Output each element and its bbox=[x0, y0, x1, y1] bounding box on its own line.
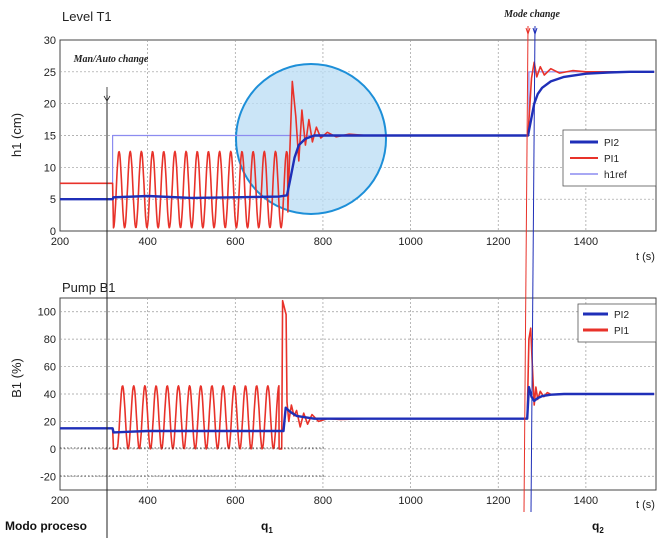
pump-legend-box bbox=[577, 303, 657, 343]
level-series-pi1 bbox=[60, 61, 655, 229]
level-tick-labels: 200 400 600 800 1000 1200 1400 0 5 10 15 20 25 30 bbox=[44, 35, 598, 248]
pump-ytick-label: 60 bbox=[44, 362, 56, 374]
level-title: Level T1 bbox=[62, 9, 112, 24]
pump-ytick-label: 100 bbox=[38, 307, 56, 319]
level-legend: PI2 PI1 h1ref bbox=[562, 129, 657, 187]
pump-grid bbox=[60, 298, 656, 490]
man-auto-arrowhead bbox=[103, 95, 111, 102]
level-ytick-label: 30 bbox=[44, 35, 56, 47]
annotations: Man/Auto change Mode change Modo proceso… bbox=[5, 9, 604, 538]
level-series bbox=[60, 61, 655, 229]
man-auto-label: Man/Auto change bbox=[73, 54, 149, 65]
legend-label-pi2-pump: PI2 bbox=[614, 310, 629, 321]
pump-xtick-label: 1000 bbox=[398, 495, 422, 507]
pump-tick-labels: 200 400 600 800 1000 1200 1400 -20 0 20 40 60 80 100 bbox=[38, 307, 598, 507]
legend-label-pi1: PI1 bbox=[604, 154, 619, 165]
level-xtick-label: 600 bbox=[226, 236, 244, 248]
pump-xlabel: t (s) bbox=[636, 499, 655, 511]
level-ytick-label: 5 bbox=[50, 194, 56, 206]
level-ytick-label: 20 bbox=[44, 99, 56, 111]
level-xtick-label: 1000 bbox=[398, 236, 422, 248]
pump-xtick-label: 1200 bbox=[486, 495, 510, 507]
level-panel: 200 400 600 800 1000 1200 1400 0 5 10 15 20 25 30 Lev… bbox=[9, 9, 657, 263]
pump-title: Pump B1 bbox=[62, 280, 115, 295]
pump-ytick-label: 20 bbox=[44, 416, 56, 428]
level-series-pi2 bbox=[60, 70, 655, 201]
pump-xtick-label: 600 bbox=[226, 495, 244, 507]
mode-change-line-red bbox=[523, 25, 529, 513]
level-xtick-label: 200 bbox=[51, 236, 69, 248]
pump-legend: PI2 PI1 bbox=[577, 303, 657, 343]
legend-label-h1ref: h1ref bbox=[604, 170, 627, 181]
level-xtick-label: 1400 bbox=[574, 236, 598, 248]
pump-ylabel: B1 (%) bbox=[9, 358, 24, 398]
modo-proceso-label: Modo proceso bbox=[5, 519, 87, 533]
pump-ytick-label: 0 bbox=[50, 444, 56, 456]
level-ytick-label: 15 bbox=[44, 131, 56, 143]
level-xtick-label: 800 bbox=[314, 236, 332, 248]
highlight-circle bbox=[235, 63, 387, 215]
legend-label-pi2: PI2 bbox=[604, 138, 619, 149]
mode-change-arrow-blue bbox=[532, 27, 538, 36]
pump-xtick-label: 200 bbox=[51, 495, 69, 507]
pump-xtick-label: 800 bbox=[314, 495, 332, 507]
pump-series-pi2 bbox=[60, 385, 655, 434]
pump-xtick-label: 400 bbox=[138, 495, 156, 507]
level-ylabel: h1 (cm) bbox=[9, 113, 24, 157]
level-ytick-label: 0 bbox=[50, 226, 56, 238]
pump-ytick-label: 40 bbox=[44, 389, 56, 401]
level-xlabel: t (s) bbox=[636, 251, 655, 263]
q2-label: q2 bbox=[592, 519, 604, 535]
legend-label-pi1-pump: PI1 bbox=[614, 326, 629, 337]
mode-change-arrow-red bbox=[525, 27, 531, 36]
level-ytick-label: 25 bbox=[44, 67, 56, 79]
pump-panel: 200 400 600 800 1000 1200 1400-20020406080100 … bbox=[9, 280, 657, 511]
level-xtick-label: 1200 bbox=[486, 236, 510, 248]
level-ytick-label: 10 bbox=[44, 162, 56, 174]
pump-series bbox=[60, 299, 655, 450]
level-xtick-label: 400 bbox=[138, 236, 156, 248]
pump-xtick-label: 1400 bbox=[574, 495, 598, 507]
pump-ytick-label: 80 bbox=[44, 334, 56, 346]
pump-ytick-label: -20 bbox=[40, 471, 56, 483]
q1-label: q1 bbox=[261, 519, 273, 535]
pump-series-pi1 bbox=[60, 299, 655, 450]
mode-change-label: Mode change bbox=[503, 9, 560, 20]
mode-change-line-blue bbox=[530, 25, 536, 513]
